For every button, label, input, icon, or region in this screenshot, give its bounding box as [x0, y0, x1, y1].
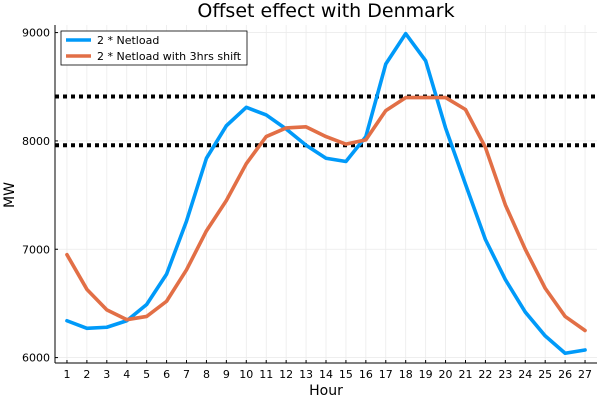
series-line-1 [65, 31, 587, 356]
axes: 1 2 3 4 5 6 7 8 9 10 11 12 13 14 15 16 17 18 19 20 21 22 23 24 2… [22, 25, 597, 381]
legend-box [60, 30, 248, 66]
x-tick-label: 21 [458, 368, 472, 381]
x-tick-label: 23 [498, 368, 512, 381]
x-tick-label: 4 [123, 368, 130, 381]
x-tick-label: 19 [419, 368, 433, 381]
x-tick-label: 5 [143, 368, 150, 381]
x-tick-label: 7 [183, 368, 190, 381]
legend-label-2: 2 * Netload with 3hrs shift [97, 50, 242, 63]
x-tick-label: 2 [83, 368, 90, 381]
grid [55, 25, 597, 363]
chart-title: Offset effect with Denmark [197, 0, 454, 22]
series-layer [65, 31, 587, 356]
x-tick-label: 27 [578, 368, 592, 381]
legend-label-1: 2 * Netload [97, 34, 159, 47]
x-tick-label: 1 [63, 368, 70, 381]
x-axis-label: Hour [309, 383, 343, 399]
x-tick-label: 15 [339, 368, 353, 381]
x-tick-label: 20 [439, 368, 453, 381]
x-tick-label: 12 [279, 368, 293, 381]
x-tick-label: 26 [558, 368, 572, 381]
x-tick-label: 9 [223, 368, 230, 381]
x-tick-label: 10 [239, 368, 253, 381]
y-axis-label: MW [2, 182, 18, 208]
x-tick-label: 24 [518, 368, 532, 381]
x-tick-label: 22 [478, 368, 492, 381]
reference-lines [55, 94, 597, 148]
y-tick-label: 9000 [22, 27, 50, 40]
y-tick-label: 8000 [22, 135, 50, 148]
x-tick-label: 17 [379, 368, 393, 381]
x-tick-label: 8 [203, 368, 210, 381]
x-tick-label: 25 [538, 368, 552, 381]
legend: 2 * Netload 2 * Netload with 3hrs shift [60, 30, 248, 66]
x-tick-label: 6 [163, 368, 170, 381]
y-tick-label: 7000 [22, 243, 50, 256]
x-tick-label: 3 [103, 368, 110, 381]
y-tick-label: 6000 [22, 352, 50, 365]
x-tick-label: 11 [259, 368, 273, 381]
x-tick-label: 13 [299, 368, 313, 381]
series-line-2 [65, 95, 587, 333]
x-tick-label: 18 [399, 368, 413, 381]
x-tick-label: 14 [319, 368, 333, 381]
x-tick-label: 16 [359, 368, 373, 381]
